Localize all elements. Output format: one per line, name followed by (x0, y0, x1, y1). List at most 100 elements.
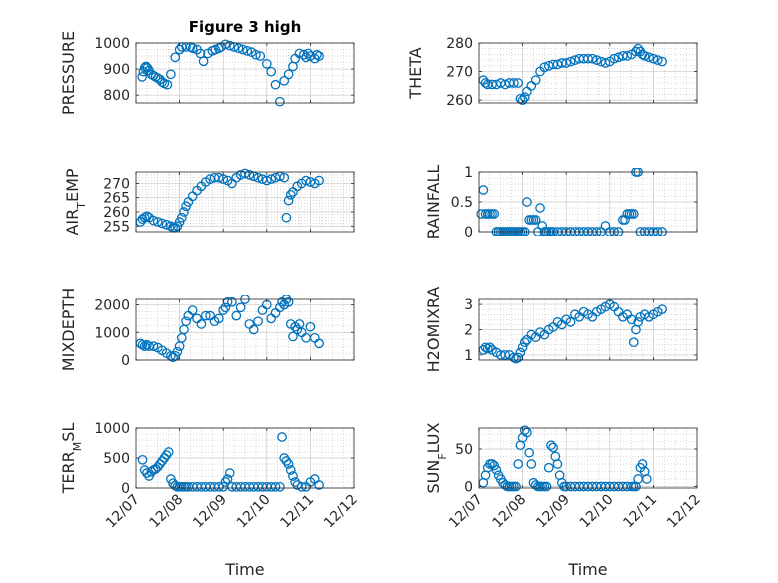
data-point (519, 425, 530, 436)
data-point (517, 95, 528, 105)
data-point (489, 209, 500, 219)
data-point (283, 459, 294, 469)
y-tick-label: 1000 (94, 421, 130, 437)
y-tick-label: 1 (464, 165, 473, 181)
y-tick-label: 0 (464, 225, 473, 241)
data-point (213, 172, 224, 183)
data-point (181, 316, 191, 327)
data-point (275, 481, 285, 492)
data-point (519, 92, 530, 103)
y-axis-label: SUNFLUX (424, 422, 449, 493)
data-point (524, 447, 534, 458)
data-point (157, 218, 168, 229)
data-point (137, 454, 148, 465)
data-point (292, 480, 303, 490)
y-tick-label: 0 (121, 353, 130, 369)
panel-2: 260 270 280 THETA (406, 36, 698, 109)
data-point (312, 49, 322, 60)
data-point (220, 39, 231, 50)
data-point (281, 456, 292, 466)
data-point (509, 352, 519, 363)
data-point (198, 56, 209, 67)
data-point (266, 66, 277, 77)
data-point (281, 212, 292, 223)
data-point (240, 168, 250, 179)
data-markers (478, 425, 652, 492)
data-point (530, 75, 541, 85)
data-point (255, 51, 266, 61)
data-point (242, 45, 253, 56)
data-point (509, 78, 519, 88)
axes-box (135, 298, 355, 361)
data-point (652, 55, 663, 65)
y-tick-label: 255 (103, 219, 130, 235)
data-point (522, 197, 532, 207)
data-markers (135, 168, 324, 233)
data-point (539, 62, 550, 73)
data-point (513, 459, 524, 469)
x-tick-label: 12/07 (446, 492, 486, 532)
data-point (639, 51, 650, 61)
x-tick-label: 12/11 (277, 492, 317, 532)
y-label-main: TERR (59, 451, 78, 494)
y-tick-label: 270 (103, 176, 130, 192)
data-point (530, 215, 541, 225)
data-point (491, 465, 502, 475)
data-point (279, 172, 290, 183)
data-point (561, 58, 572, 68)
data-point (227, 296, 237, 307)
chart-title: Figure 3 high (189, 18, 302, 36)
data-point (552, 459, 563, 469)
data-point (248, 324, 259, 335)
data-point (517, 342, 528, 353)
data-point (187, 43, 198, 54)
data-point (270, 481, 281, 492)
data-point (480, 78, 491, 88)
panel-6: 1 2 3 H2OMIXRA (424, 287, 698, 372)
x-axis-label: Time (567, 560, 607, 579)
y-label-subscript: T (75, 202, 88, 210)
data-point (489, 460, 500, 471)
y-axis-label: MIXDEPTH (59, 288, 78, 371)
data-point (565, 317, 576, 327)
data-point (657, 304, 667, 315)
x-tick-label: 12/08 (147, 492, 187, 532)
data-point (642, 474, 652, 484)
y-tick-label: 2000 (94, 298, 130, 314)
data-point (543, 462, 554, 473)
data-point (644, 52, 654, 63)
data-point (253, 172, 263, 183)
data-point (142, 339, 152, 350)
data-markers (478, 299, 667, 364)
axes-box (478, 427, 698, 489)
x-tick-label: 12/12 (664, 492, 704, 532)
y-tick-label: 260 (446, 93, 473, 109)
y-tick-label: 500 (103, 451, 130, 467)
y-tick-label: 800 (103, 88, 130, 104)
data-point (213, 313, 224, 324)
data-point (288, 471, 298, 481)
data-point (148, 341, 159, 351)
data-point (162, 79, 173, 90)
y-label-main: SUN (424, 460, 443, 494)
data-point (244, 170, 255, 180)
panel-7: 0 500 1000 12/07 12/08 12/09 12/10 12/11 12/12 Ti… (59, 421, 361, 579)
data-point (261, 175, 272, 186)
y-tick-label: 1000 (94, 325, 130, 341)
y-label-main: AIR (63, 209, 82, 236)
data-point (253, 316, 263, 327)
y-axis-label: THETA (406, 47, 425, 99)
data-point (148, 215, 159, 226)
x-tick-label: 12/09 (533, 492, 573, 532)
data-point (535, 203, 545, 213)
panel-5: 0 1000 2000 MIXDEPTH (59, 288, 355, 371)
data-point (275, 96, 285, 107)
y-axis-label: TERRMSL (59, 423, 84, 495)
y-tick-label: 2 (464, 323, 473, 339)
data-point (200, 310, 211, 321)
data-point (166, 221, 176, 232)
data-point (285, 190, 296, 200)
data-point (515, 347, 526, 358)
data-point (222, 474, 233, 484)
